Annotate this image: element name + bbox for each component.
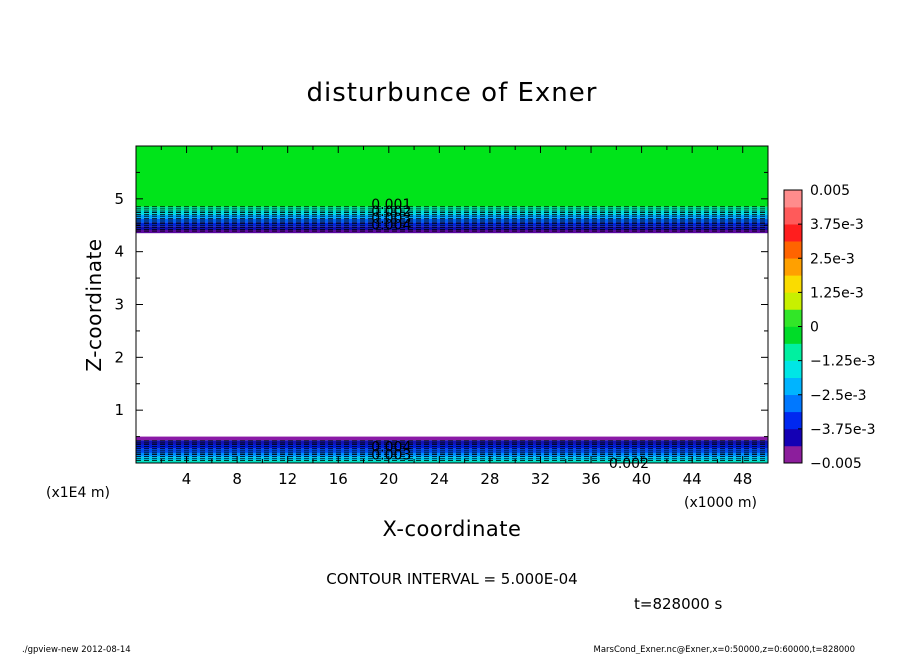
contour-interval: CONTOUR INTERVAL = 5.000E-04 bbox=[326, 570, 577, 588]
colorbar-swatch bbox=[784, 394, 802, 413]
x-tick-label: 12 bbox=[278, 470, 297, 488]
colorbar-swatch bbox=[784, 241, 802, 259]
y-tick-label: 1 bbox=[114, 401, 124, 419]
time-stamp: t=828000 s bbox=[634, 595, 722, 613]
x-tick-label: 40 bbox=[632, 470, 651, 488]
colorbar-swatch bbox=[784, 190, 802, 208]
colorbar-swatch bbox=[784, 224, 802, 242]
contour-band bbox=[136, 218, 768, 223]
colorbar-label: 2.5e-3 bbox=[810, 251, 855, 267]
x-axis-label: X-coordinate bbox=[383, 517, 522, 541]
colorbar-swatch bbox=[784, 326, 802, 344]
contour-label: 0.002 bbox=[609, 456, 649, 472]
contour-label: 0.003 bbox=[371, 448, 411, 464]
colorbar-label: 1.25e-3 bbox=[810, 285, 864, 301]
x-axis-unit: (x1000 m) bbox=[684, 495, 757, 511]
y-axis: 1 2 3 4 5 bbox=[114, 145, 768, 464]
x-tick-label: 24 bbox=[430, 470, 449, 488]
x-tick-label: 48 bbox=[733, 470, 752, 488]
colorbar-swatch bbox=[784, 292, 802, 310]
contour-label: 0.002 bbox=[371, 204, 411, 220]
contour-label: 0.004 bbox=[371, 440, 411, 456]
colorbar-swatch bbox=[784, 207, 802, 225]
colorbar-label: −0.005 bbox=[810, 456, 862, 472]
colorbar-label: −1.25e-3 bbox=[810, 354, 875, 370]
colorbar-swatch bbox=[784, 360, 802, 378]
colorbar-label: 0.005 bbox=[810, 183, 850, 199]
contour-band bbox=[136, 222, 768, 227]
colorbar-swatch bbox=[784, 377, 802, 396]
x-axis: 4 8 12 16 20 24 28 32 36 40 44 48 bbox=[135, 146, 769, 488]
colorbar-swatch bbox=[784, 343, 802, 361]
footer-right: MarsCond_Exner.nc@Exner,x=0:50000,z=0:60… bbox=[593, 645, 855, 654]
colorbar-label: 3.75e-3 bbox=[810, 217, 864, 233]
footer-left: ./gpview-new 2012-08-14 bbox=[22, 645, 131, 654]
colorbar-label: −3.75e-3 bbox=[810, 422, 875, 438]
x-tick-label: 32 bbox=[531, 470, 550, 488]
y-axis-label: Z-coordinate bbox=[82, 238, 106, 371]
colorbar-label: 0 bbox=[810, 320, 819, 336]
x-tick-label: 8 bbox=[232, 470, 242, 488]
colorbar-swatch bbox=[784, 445, 802, 464]
y-tick-label: 5 bbox=[114, 190, 124, 208]
contour-lines bbox=[136, 206, 768, 461]
colorbar-swatch bbox=[784, 411, 802, 430]
x-tick-label: 44 bbox=[683, 470, 702, 488]
contour-band bbox=[136, 436, 768, 441]
chart-title: disturbunce of Exner bbox=[307, 78, 598, 108]
contour-band bbox=[136, 146, 768, 207]
contour-band bbox=[136, 460, 768, 463]
x-tick-label: 20 bbox=[379, 470, 398, 488]
colorbar-labels: 0.005 3.75e-3 2.5e-3 1.25e-3 0 −1.25e-3 −2.5e-… bbox=[798, 183, 875, 472]
x-tick-label: 16 bbox=[329, 470, 348, 488]
contour-label: 0.004 bbox=[371, 218, 411, 234]
y-tick-label: 2 bbox=[114, 348, 124, 366]
colorbar-swatch bbox=[784, 428, 802, 447]
x-tick-label: 36 bbox=[581, 470, 600, 488]
colorbar-swatch bbox=[784, 309, 802, 327]
colorbar-label: −2.5e-3 bbox=[810, 388, 867, 404]
x-tick-label: 4 bbox=[182, 470, 192, 488]
contour-band bbox=[136, 226, 768, 231]
contour-label: 0.001 bbox=[371, 197, 411, 213]
contour-label: 0.003 bbox=[371, 211, 411, 227]
y-axis-unit: (x1E4 m) bbox=[46, 485, 110, 501]
x-tick-label: 28 bbox=[480, 470, 499, 488]
contour-band bbox=[136, 440, 768, 445]
colorbar-swatch bbox=[784, 275, 802, 293]
colorbar: 0.005 3.75e-3 2.5e-3 1.25e-3 0 −1.25e-3 −2.5e-… bbox=[783, 183, 875, 472]
colorbar-swatches bbox=[784, 190, 802, 464]
y-tick-label: 4 bbox=[114, 243, 124, 261]
contour-band bbox=[136, 230, 768, 234]
y-tick-label: 3 bbox=[114, 296, 124, 314]
contour-band bbox=[136, 214, 768, 219]
colorbar-swatch bbox=[784, 258, 802, 276]
